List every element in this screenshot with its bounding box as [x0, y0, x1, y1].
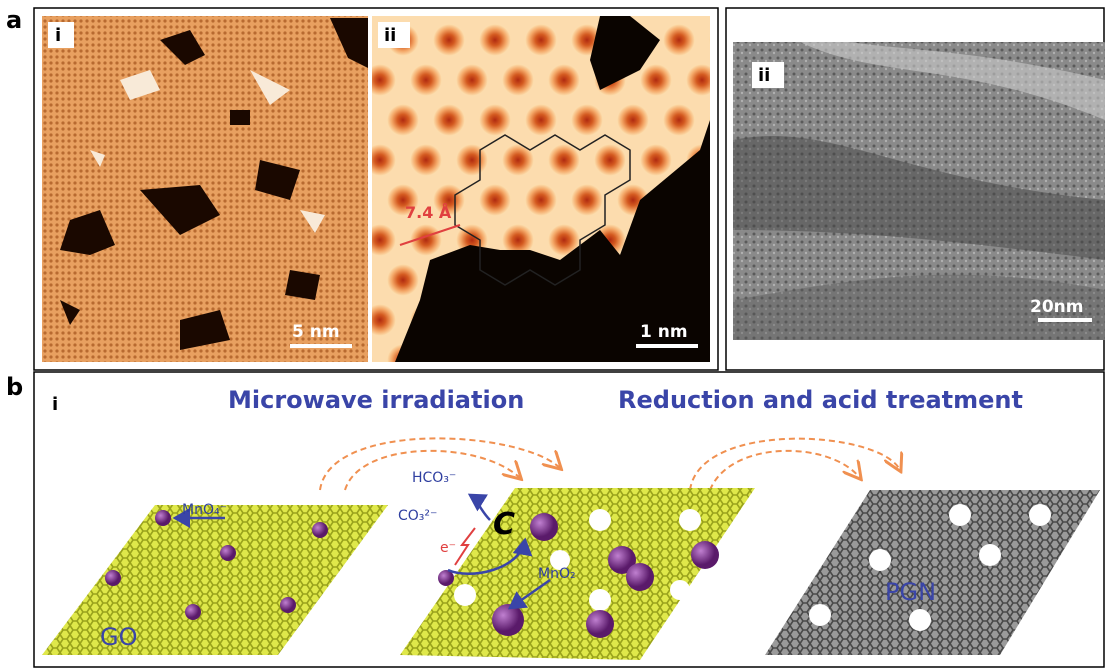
scale-bar-label: 20nm	[1030, 297, 1083, 317]
pgn-sheet	[765, 490, 1100, 655]
scale-bar	[290, 344, 352, 348]
process-arrow	[319, 437, 900, 491]
pore	[454, 504, 1051, 631]
sheet-label: PGN	[885, 578, 936, 606]
chem-label: HCO₃⁻	[412, 470, 456, 486]
label-box	[48, 22, 74, 48]
particle	[105, 510, 719, 638]
label-box	[752, 62, 784, 88]
chem-label: MnO₂	[538, 566, 576, 582]
image-label: ii	[384, 25, 396, 46]
chem-label: e⁻	[440, 540, 456, 556]
tem-image	[733, 42, 1105, 340]
image-label: i	[55, 25, 61, 46]
scale-bar-label: 1 nm	[640, 322, 688, 342]
scale-bar	[1038, 318, 1092, 322]
oxidized-sheet	[400, 488, 755, 660]
image-label: ii	[758, 65, 770, 86]
step-title: Microwave irradiation	[228, 386, 524, 414]
sheet-label: GO	[100, 623, 138, 651]
go-sheet	[42, 505, 388, 655]
panel-frame	[33, 371, 1105, 668]
sub-label: i	[52, 394, 58, 415]
scale-bar	[636, 344, 698, 348]
step-title: Reduction and acid treatment	[618, 386, 1023, 414]
spacing-annotation: 7.4 Å	[405, 203, 452, 222]
panel-label: a	[6, 6, 22, 34]
stm-image	[372, 16, 710, 362]
label-box	[378, 22, 410, 48]
reaction-arrow	[172, 493, 551, 610]
stm-image	[42, 16, 368, 362]
panel-frame	[33, 7, 719, 371]
chem-label: MnO₄⁻	[182, 502, 227, 518]
chem-label: C	[493, 507, 515, 542]
scale-bar-label: 5 nm	[292, 322, 340, 342]
chem-label: CO₃²⁻	[398, 508, 437, 524]
electron-arrow	[454, 527, 476, 566]
panel-label: b	[6, 373, 23, 401]
